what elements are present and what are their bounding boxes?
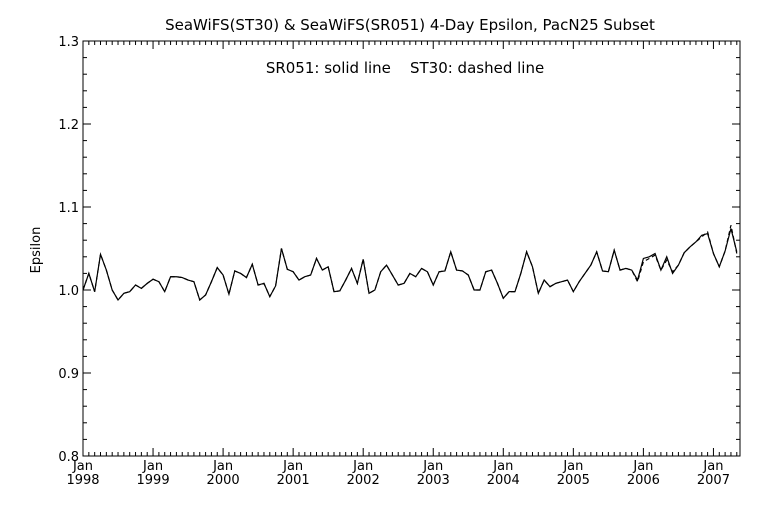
y-axis-label: Epsilon (29, 227, 44, 274)
x-tick-month: Jan (632, 459, 653, 474)
x-tick-month: Jan (352, 459, 373, 474)
x-tick-year: 2006 (627, 473, 660, 488)
y-tick-label: 0.9 (58, 367, 79, 382)
x-tick-month: Jan (492, 459, 513, 474)
x-tick-year: 1999 (137, 473, 170, 488)
series-group (82, 225, 738, 302)
y-tick-label: 1.1 (58, 201, 79, 216)
y-axis: 0.8 0.9 1.0 1.1 1.2 1.3 (58, 35, 740, 465)
series-line-st30 (82, 225, 738, 302)
x-tick-year: 1998 (66, 473, 99, 488)
x-tick-month: Jan (72, 459, 93, 474)
x-tick-month: Jan (212, 459, 233, 474)
x-tick-month: Jan (142, 459, 163, 474)
plot-frame (82, 40, 741, 457)
y-tick-label: 1.0 (58, 284, 79, 299)
x-tick-month: Jan (282, 459, 303, 474)
line-style-annotation: SR051: solid line ST30: dashed line (266, 59, 544, 77)
x-tick-year: 2004 (487, 473, 520, 488)
y-tick-label: 0.8 (58, 450, 79, 465)
x-tick-year: 2002 (347, 473, 380, 488)
x-tick-month: Jan (562, 459, 583, 474)
chart-title: SeaWiFS(ST30) & SeaWiFS(SR051) 4-Day Eps… (165, 16, 655, 34)
x-axis: Jan1998Jan1999Jan2000Jan2001Jan2002Jan20… (66, 41, 738, 488)
x-tick-month: Jan (422, 459, 443, 474)
y-tick-label: 1.3 (58, 35, 79, 50)
x-tick-month: Jan (702, 459, 723, 474)
series-line-sr051 (82, 228, 738, 302)
x-tick-year: 2005 (557, 473, 590, 488)
x-tick-year: 2007 (697, 473, 730, 488)
y-tick-label: 1.2 (58, 118, 79, 133)
x-tick-year: 2000 (207, 473, 240, 488)
x-tick-year: 2003 (417, 473, 450, 488)
x-tick-year: 2001 (277, 473, 310, 488)
